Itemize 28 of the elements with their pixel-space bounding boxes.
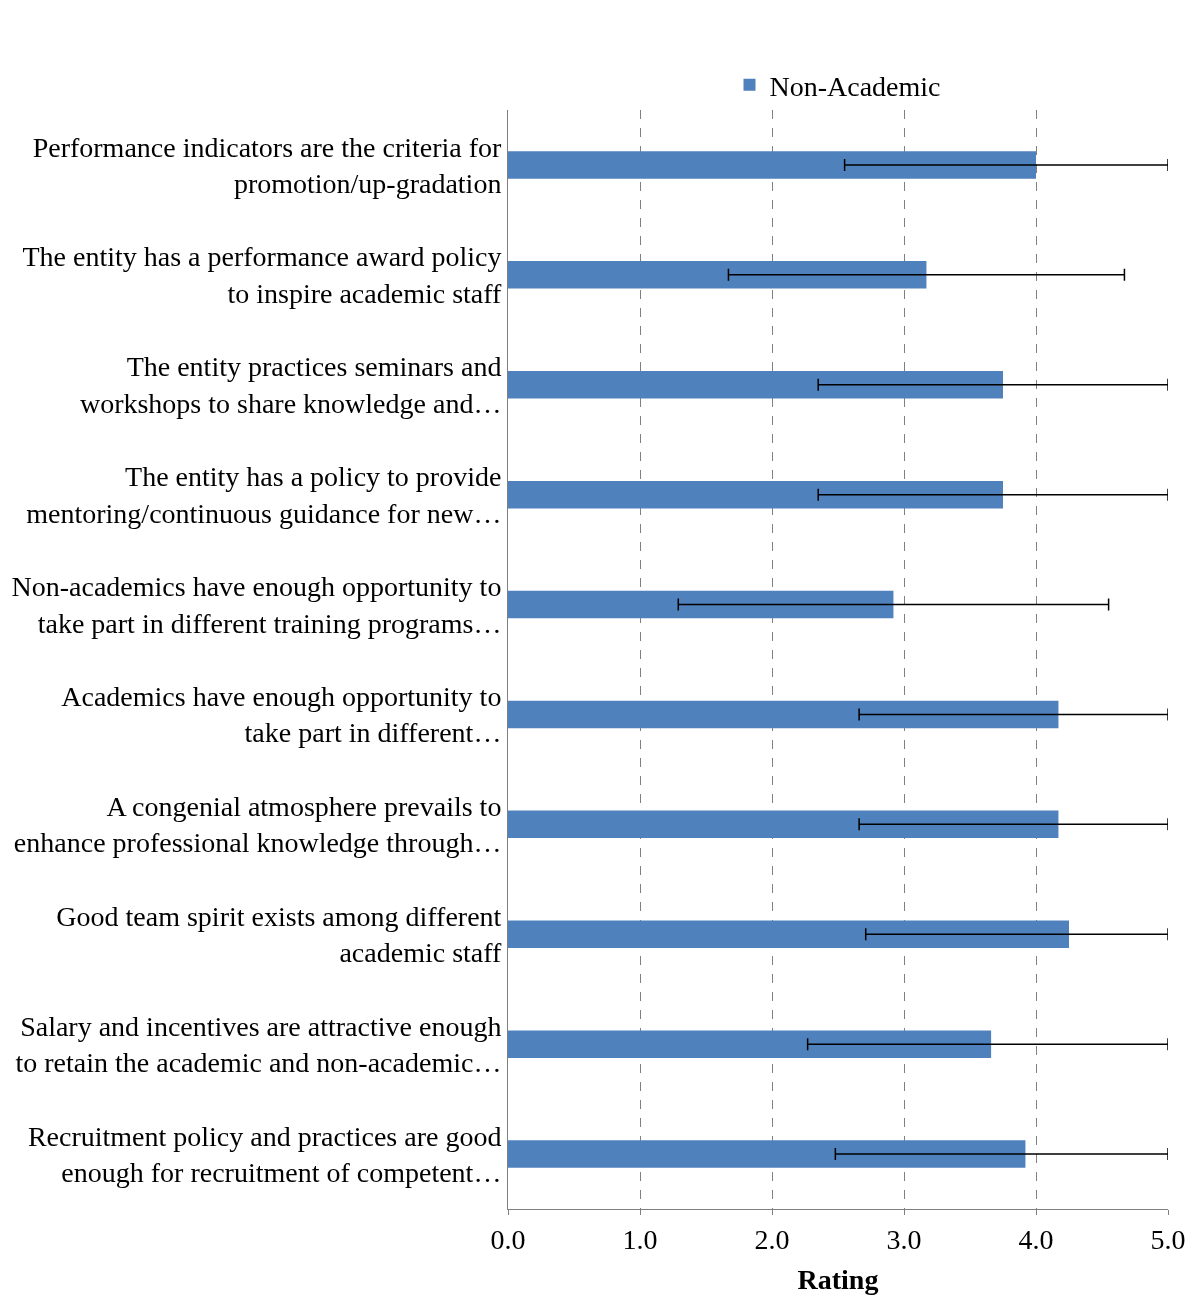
bar <box>508 700 1059 729</box>
y-tick-label: Academics have enough opportunity to take part in different… <box>61 681 502 749</box>
y-tick-label: Recruitment policy and practices are good enough for recruitment of competent… <box>27 1120 502 1189</box>
y-tick-label: Non-academics have enough opportunity to take part in different training programs… <box>11 571 502 639</box>
x-tick-label: 3.0 <box>886 1223 922 1255</box>
y-tick-label: The entity has a performance award policy to inspire academic staff <box>22 241 503 309</box>
y-tick-label: The entity has a policy to provide mentoring/continuous guidance for new… <box>26 461 502 529</box>
x-tick-label: 1.0 <box>622 1223 658 1255</box>
x-tick-label: 2.0 <box>754 1223 790 1255</box>
bar <box>508 1140 1026 1168</box>
bar <box>508 261 927 289</box>
x-axis-title: Rating <box>797 1263 879 1295</box>
y-tick-label: Salary and incentives are attractive enough to retain the academic and non-academic… <box>15 1010 502 1079</box>
y-tick-label: Performance indicators are the criteria for promotion/up-gradation <box>32 131 503 199</box>
y-tick-label: Good team spirit exists among different academic staff <box>56 900 503 969</box>
bar <box>508 1030 992 1058</box>
x-tick-label: 4.0 <box>1018 1223 1054 1255</box>
x-tick-label: 0.0 <box>490 1223 526 1255</box>
x-tick-label: 5.0 <box>1150 1223 1186 1255</box>
bar <box>508 810 1059 839</box>
y-tick-label: A congenial atmosphere prevails to enhance professional knowledge through… <box>13 790 502 859</box>
bar <box>508 590 894 619</box>
bar <box>508 480 1003 509</box>
y-tick-label: The entity practices seminars and workshops to share knowledge and… <box>79 351 502 419</box>
legend-label: Non-Academic <box>769 70 941 102</box>
bar <box>508 371 1003 399</box>
bar <box>508 920 1069 948</box>
bar <box>508 151 1036 179</box>
